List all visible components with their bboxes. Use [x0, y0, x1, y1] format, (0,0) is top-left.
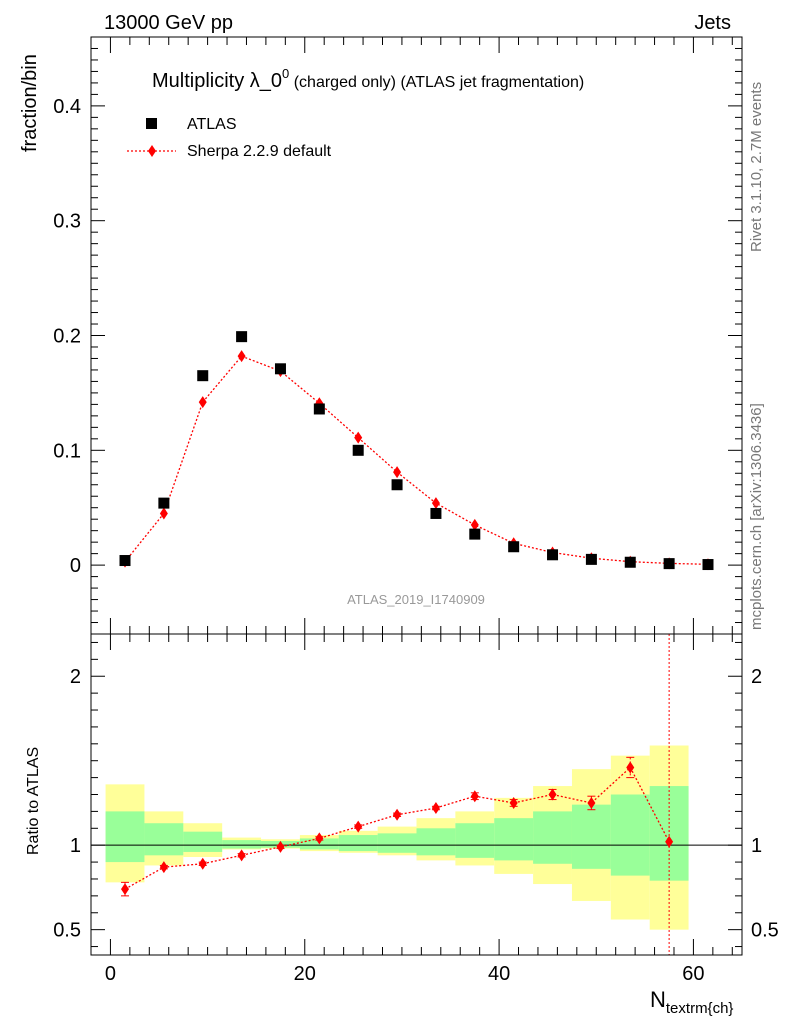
energy-label: 13000 GeV pp [104, 12, 233, 34]
ratio-mc-point [665, 835, 674, 848]
data-point [391, 479, 403, 491]
uncertainty-bands [105, 745, 689, 930]
ratio-mc-point [626, 761, 635, 774]
x-tick-label: 0 [105, 963, 116, 985]
data-point [663, 558, 675, 570]
data-point [702, 559, 714, 571]
band-inner [649, 786, 689, 881]
chart-title-rest: (charged only) (ATLAS jet fragmentation) [289, 74, 584, 91]
ratio-mc-point [431, 802, 440, 815]
data-point [119, 555, 131, 567]
legend-mc-label: Sherpa 2.2.9 default [187, 143, 332, 160]
ratio-mc-point [509, 796, 518, 809]
ratio-mc-point [121, 883, 130, 896]
x-axis-label: Ntextrm{ch} [650, 987, 733, 1017]
ratio-y-tick-label: 1 [70, 835, 81, 857]
chart-title-sup: 0 [282, 66, 289, 81]
mc-point [431, 497, 440, 510]
band-inner [610, 794, 650, 876]
mc-point [159, 507, 168, 520]
data-series [119, 331, 714, 571]
x-axis-label-sub: textrm{ch} [666, 1000, 734, 1017]
band-inner [416, 828, 456, 856]
ratio-mc-point [393, 808, 402, 821]
ratio-y-tick-label-right: 0.5 [751, 920, 779, 942]
mc-line [124, 355, 709, 565]
x-tick-label: 40 [488, 963, 510, 985]
y-tick-label: 0.2 [53, 326, 81, 348]
ratio-y-tick-label: 0.5 [53, 920, 81, 942]
main-y-axis-label: fraction/bin [19, 54, 41, 152]
analysis-tag: ATLAS_2019_I1740909 [347, 592, 485, 607]
data-point [274, 363, 286, 375]
band-inner [183, 831, 223, 852]
y-tick-label: 0 [70, 555, 81, 577]
ratio-mc-series [121, 634, 674, 955]
data-point [547, 549, 559, 561]
mc-point [470, 518, 479, 531]
mc-point [198, 396, 207, 409]
ratio-y-axis-label: Ratio to ATLAS [25, 747, 42, 855]
process-label: Jets [694, 12, 731, 34]
ratio-y-tick-label-right: 1 [751, 835, 762, 857]
data-point [197, 370, 209, 382]
ratio-mc-point [237, 849, 246, 862]
rivet-label: Rivet 3.1.10, 2.7M events [748, 82, 765, 252]
data-point [236, 331, 248, 343]
chart-title: Multiplicity λ_00 (charged only) (ATLAS … [152, 66, 584, 92]
ratio-mc-point [354, 820, 363, 833]
x-axis-label-main: N [650, 987, 666, 1012]
ratio-y-tick-label-right: 2 [751, 666, 762, 688]
legend-mc-marker [148, 145, 156, 157]
main-panel: 0 0.1 0.2 0.3 0.4 fraction/bin Multiplicity … [19, 36, 743, 635]
band-inner [144, 823, 184, 856]
band-inner [222, 840, 262, 849]
data-point [469, 528, 481, 540]
ratio-mc-point [470, 790, 479, 803]
x-tick-label: 20 [294, 963, 316, 985]
data-point [158, 497, 170, 509]
data-point [352, 444, 364, 456]
band-inner [105, 811, 145, 863]
mc-series [121, 350, 712, 571]
data-point [624, 556, 636, 568]
mc-point [237, 350, 246, 363]
x-tick-label: 60 [682, 963, 704, 985]
data-point [430, 507, 442, 519]
ratio-y-tick-label: 2 [70, 666, 81, 688]
legend-data-marker [146, 118, 157, 129]
band-inner [494, 818, 534, 861]
chart-title-main: Multiplicity λ_0 [152, 70, 282, 92]
legend: ATLAS Sherpa 2.2.9 default [127, 116, 332, 160]
ratio-mc-point [276, 840, 285, 853]
band-inner [571, 804, 611, 869]
band-inner [338, 835, 378, 852]
mc-point [354, 431, 363, 444]
data-point [585, 553, 597, 565]
y-tick-label: 0.1 [53, 440, 81, 462]
ratio-panel: 0.5 0.51 12 20 20 40 60 Ratio to ATLAS Ntextrm… [25, 633, 779, 1017]
ratio-mc-point [315, 832, 324, 845]
legend-data-label: ATLAS [187, 116, 237, 133]
data-point [508, 541, 520, 553]
ratio-mc-point [587, 796, 596, 809]
mcplots-label: mcplots.cern.ch [arXiv:1306.3436] [748, 403, 765, 630]
y-tick-label: 0.4 [53, 96, 81, 118]
ratio-mc-point [198, 857, 207, 870]
y-tick-label: 0.3 [53, 211, 81, 233]
band-inner [533, 811, 572, 864]
mc-point [393, 466, 402, 479]
band-inner [377, 833, 417, 853]
ratio-mc-point [159, 861, 168, 874]
data-point [313, 403, 325, 415]
ratio-mc-point [548, 788, 557, 801]
band-inner [455, 823, 495, 858]
